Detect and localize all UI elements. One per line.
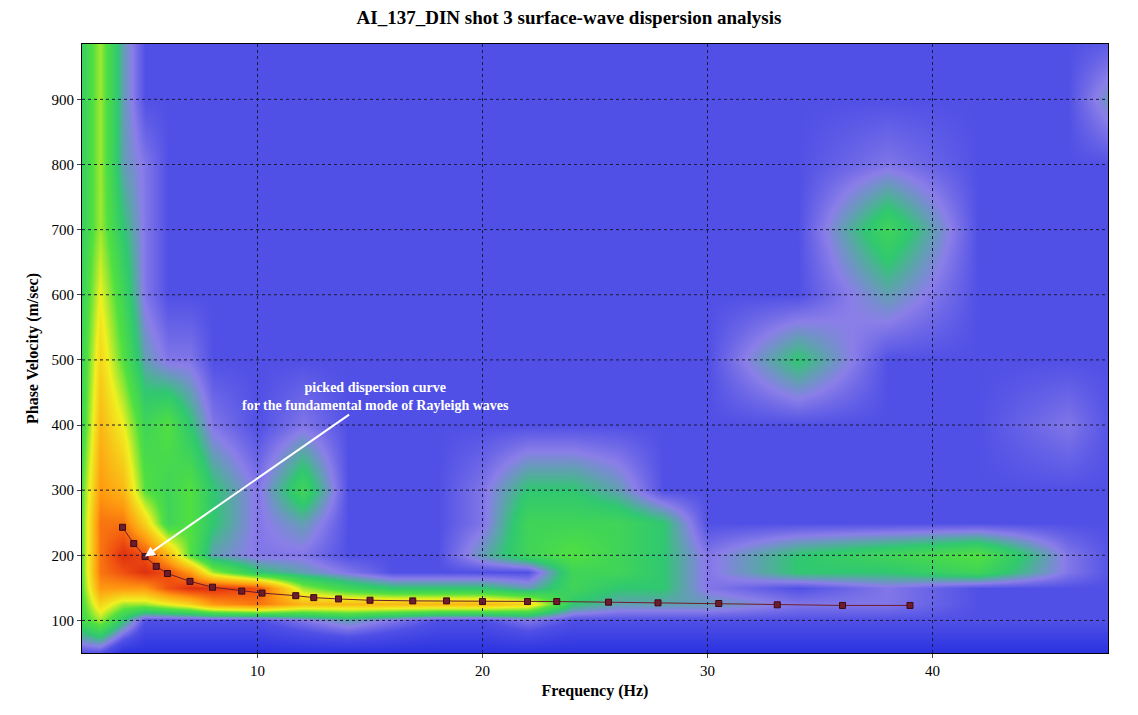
svg-text:100: 100	[52, 613, 75, 629]
svg-text:800: 800	[52, 157, 75, 173]
svg-text:10: 10	[250, 663, 265, 679]
svg-text:500: 500	[52, 352, 75, 368]
svg-text:200: 200	[52, 548, 75, 564]
svg-text:600: 600	[52, 287, 75, 303]
svg-text:Phase Velocity (m/sec): Phase Velocity (m/sec)	[24, 273, 42, 424]
svg-text:700: 700	[52, 222, 75, 238]
svg-text:30: 30	[700, 663, 715, 679]
svg-text:Frequency (Hz): Frequency (Hz)	[542, 682, 649, 700]
svg-text:AI_137_DIN shot 3 surface-wave: AI_137_DIN shot 3 surface-wave dispersio…	[357, 7, 782, 28]
svg-text:900: 900	[52, 92, 75, 108]
svg-text:40: 40	[925, 663, 940, 679]
svg-text:picked dispersion curvefor the: picked dispersion curvefor the fundament…	[242, 380, 509, 413]
svg-text:300: 300	[52, 482, 75, 498]
svg-text:20: 20	[475, 663, 490, 679]
svg-text:400: 400	[52, 417, 75, 433]
